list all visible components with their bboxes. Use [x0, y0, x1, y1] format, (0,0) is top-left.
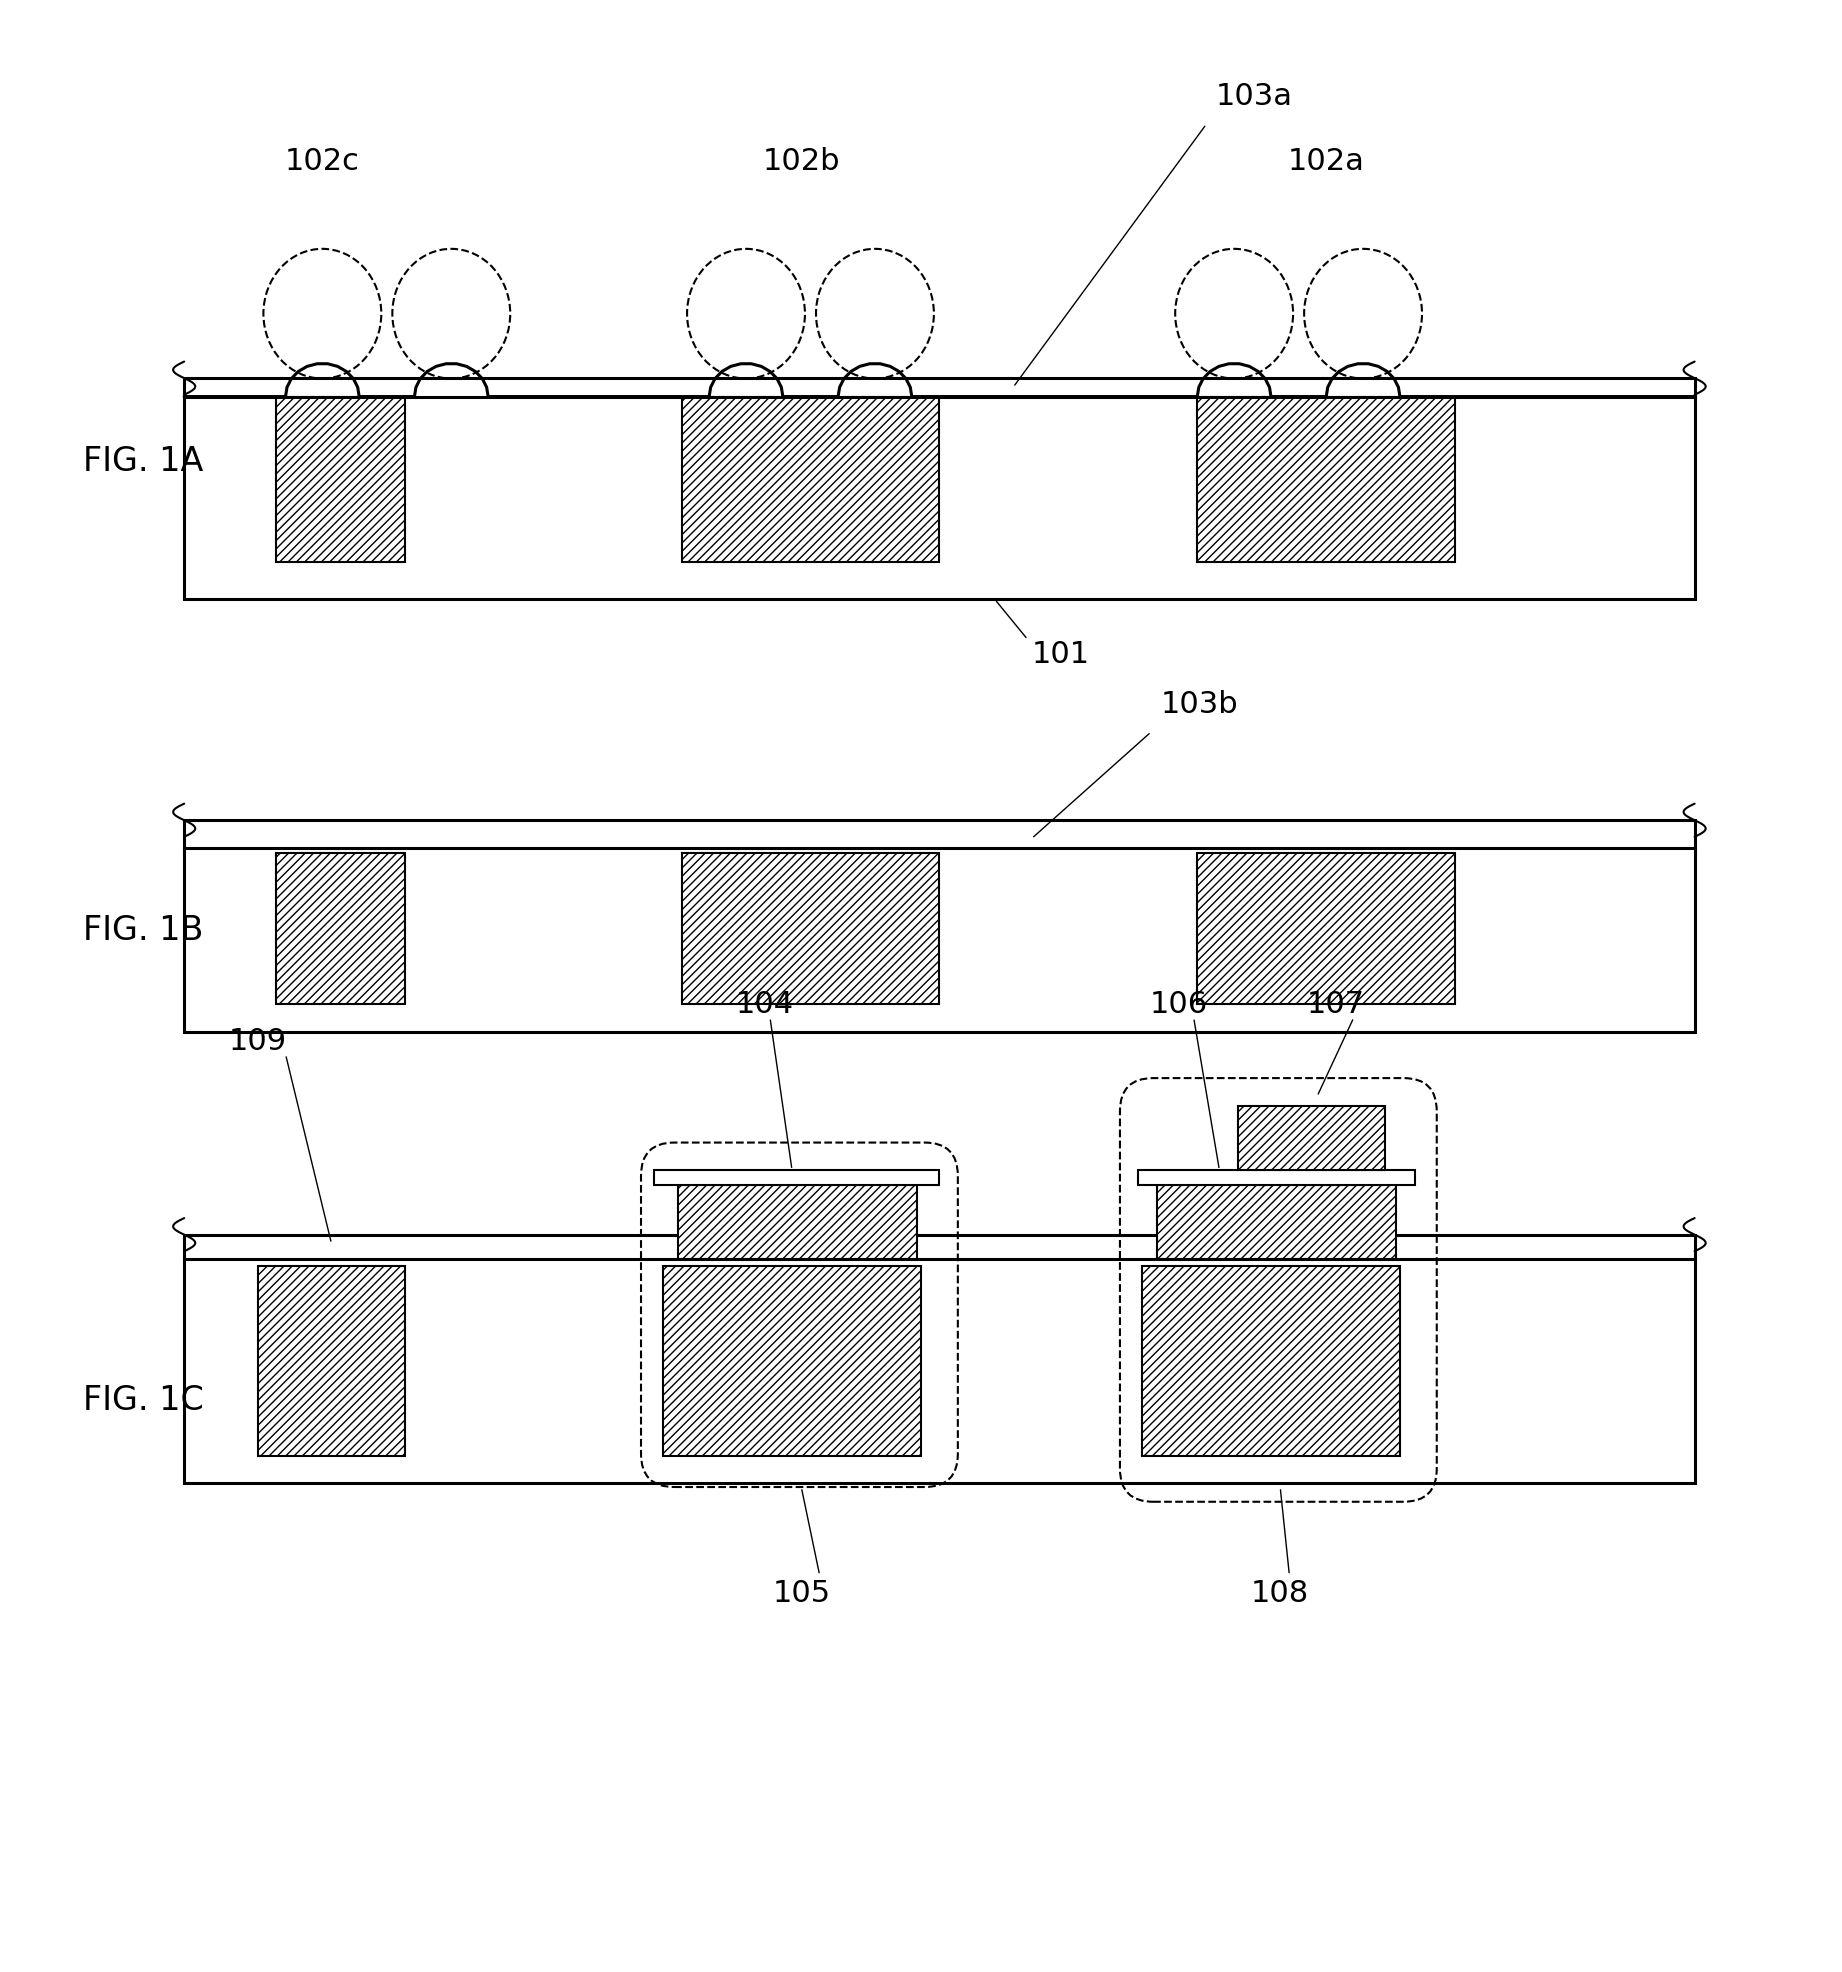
Bar	[682, 396, 939, 562]
Text: 101: 101	[1032, 641, 1090, 669]
Bar	[678, 1185, 917, 1258]
Bar	[276, 854, 405, 1004]
Text: 102c: 102c	[286, 146, 359, 176]
Text: 103a: 103a	[1216, 83, 1293, 110]
Bar	[682, 854, 939, 1004]
Bar	[663, 1266, 921, 1455]
Bar	[1238, 1106, 1385, 1169]
Text: FIG. 1C: FIG. 1C	[83, 1384, 204, 1418]
Bar	[1142, 1266, 1400, 1455]
Bar	[1157, 1185, 1396, 1258]
Text: 102b: 102b	[763, 146, 840, 176]
Text: 108: 108	[1251, 1580, 1310, 1609]
Text: 103b: 103b	[1160, 690, 1238, 720]
Text: 105: 105	[772, 1580, 831, 1609]
Text: 106: 106	[1149, 990, 1208, 1020]
Text: 107: 107	[1306, 990, 1365, 1020]
Text: FIG. 1B: FIG. 1B	[83, 915, 203, 947]
Bar	[654, 1169, 939, 1185]
Bar	[1197, 854, 1455, 1004]
Bar	[258, 1266, 405, 1455]
Bar	[1197, 396, 1455, 562]
Bar	[1138, 1169, 1415, 1185]
Bar	[276, 396, 405, 562]
Bar	[184, 1234, 1695, 1483]
Text: 104: 104	[735, 990, 794, 1020]
Text: 102a: 102a	[1288, 146, 1365, 176]
Bar	[184, 820, 1695, 1031]
Text: 109: 109	[228, 1027, 287, 1055]
Text: FIG. 1A: FIG. 1A	[83, 444, 203, 477]
Bar	[184, 379, 1695, 599]
